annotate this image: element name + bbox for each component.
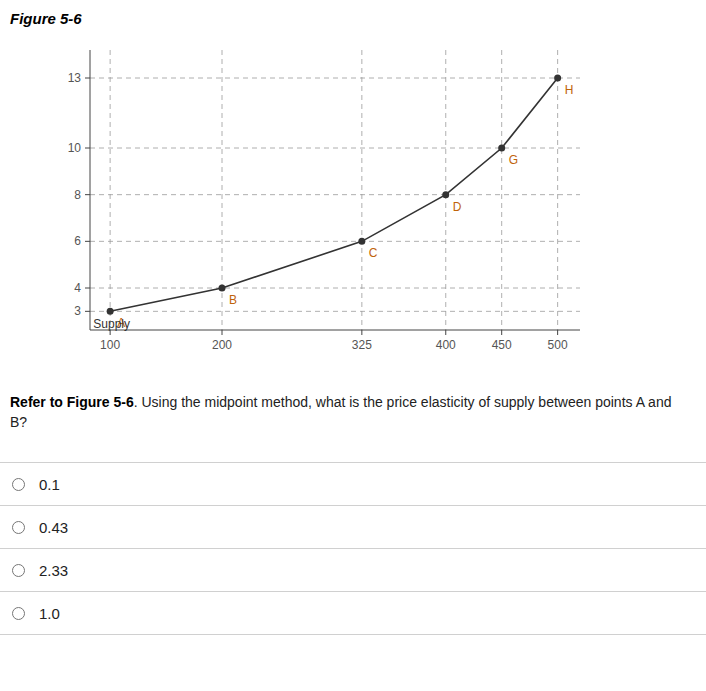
grid-line: [110, 50, 111, 330]
option[interactable]: 0.1: [0, 462, 706, 505]
grid-line: [445, 50, 446, 330]
tick-label: 450: [492, 338, 512, 352]
radio[interactable]: [12, 607, 25, 620]
option-text: 0.1: [39, 476, 60, 493]
tick: [85, 241, 90, 242]
grid-line: [90, 311, 580, 312]
tick-label: 500: [548, 338, 568, 352]
option-text: 2.33: [39, 562, 68, 579]
tick: [445, 330, 446, 335]
option[interactable]: 2.33: [0, 548, 706, 591]
point-label: G: [509, 153, 518, 167]
point: [442, 191, 449, 198]
point: [554, 75, 561, 82]
tick: [361, 330, 362, 335]
tick-label: 8: [74, 188, 81, 202]
point: [219, 285, 226, 292]
radio[interactable]: [12, 564, 25, 577]
tick-label: 10: [68, 141, 82, 155]
grid-line: [90, 241, 580, 242]
tick: [85, 148, 90, 149]
tick: [557, 330, 558, 335]
tick-label: 4: [74, 281, 81, 295]
annotation: Supply: [93, 317, 130, 331]
tick-label: 6: [74, 234, 81, 248]
grid-line: [90, 288, 580, 289]
question: Refer to Figure 5-6. Using the midpoint …: [10, 392, 690, 432]
tick: [501, 330, 502, 335]
radio[interactable]: [12, 521, 25, 534]
tick-label: 400: [436, 338, 456, 352]
tick: [85, 78, 90, 79]
point: [358, 238, 365, 245]
point: [498, 145, 505, 152]
option-text: 0.43: [39, 519, 68, 536]
point-label: B: [229, 293, 237, 307]
chart: Figure 5-610020032540045050034681013ABCD…: [0, 0, 706, 380]
supply-line: [110, 78, 557, 311]
point-label: D: [453, 200, 462, 214]
tick-label: 3: [74, 304, 81, 318]
grid-line: [557, 50, 558, 330]
tick: [85, 311, 90, 312]
grid-line: [90, 194, 580, 195]
title: Figure 5-6: [10, 10, 82, 27]
point: [107, 308, 114, 315]
grid-line: [90, 148, 580, 149]
tick-label: 325: [352, 338, 372, 352]
tick-label: 13: [68, 71, 82, 85]
plot-area: [107, 75, 561, 315]
tick: [85, 194, 90, 195]
tick-label: 100: [100, 338, 120, 352]
question-text: Refer to Figure 5-6: [10, 394, 134, 410]
tick-label: 200: [212, 338, 232, 352]
point-label: C: [369, 246, 378, 260]
x-axis: [90, 330, 580, 331]
tick: [222, 330, 223, 335]
options: 0.1 0.43 2.33 1.0: [0, 462, 706, 635]
radio[interactable]: [12, 478, 25, 491]
point-label: H: [565, 83, 574, 97]
grid-line: [361, 50, 362, 330]
grid-line: [501, 50, 502, 330]
tick: [85, 288, 90, 289]
option-text: 1.0: [39, 605, 60, 622]
grid-line: [90, 78, 580, 79]
option[interactable]: 1.0: [0, 591, 706, 635]
option[interactable]: 0.43: [0, 505, 706, 548]
